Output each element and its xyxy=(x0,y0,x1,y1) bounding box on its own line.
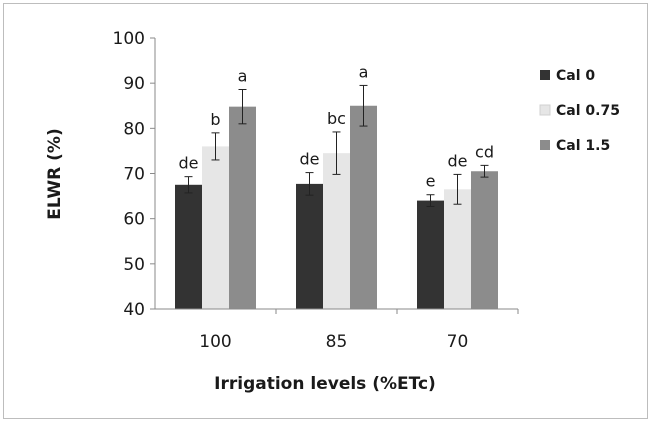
x-category-label: 70 xyxy=(447,332,469,352)
significance-label: bc xyxy=(327,109,346,128)
y-tick-label: 100 xyxy=(113,29,145,49)
bar xyxy=(296,183,323,309)
significance-label: b xyxy=(210,110,220,129)
significance-label: de xyxy=(448,151,468,170)
legend-label: Cal 0.75 xyxy=(556,103,620,119)
legend: Cal 0 Cal 0.75 Cal 1.5 xyxy=(539,68,620,154)
x-axis-title: Irrigation levels (%ETc) xyxy=(214,374,436,394)
significance-label: de xyxy=(300,150,320,169)
bar-series xyxy=(175,105,498,309)
legend-label: Cal 0 xyxy=(556,68,595,84)
y-tick-label: 50 xyxy=(123,255,145,275)
x-category-label: 100 xyxy=(199,332,231,352)
bar xyxy=(417,200,444,309)
y-axis-title: ELWR (%) xyxy=(45,128,65,219)
significance-label: a xyxy=(359,62,369,81)
legend-swatch xyxy=(540,140,550,150)
y-tick-label: 90 xyxy=(123,74,145,94)
bar xyxy=(471,171,498,309)
legend-swatch xyxy=(539,104,551,116)
error-bars xyxy=(184,84,489,207)
y-tick-label: 40 xyxy=(123,300,145,320)
x-axis-categories: 100 85 70 xyxy=(199,309,519,352)
bar xyxy=(202,146,229,309)
significance-label: de xyxy=(179,154,199,173)
legend-label: Cal 1.5 xyxy=(556,138,610,154)
significance-label: a xyxy=(238,66,248,85)
significance-label: cd xyxy=(475,142,494,161)
y-tick-label: 70 xyxy=(123,165,145,185)
y-tick-label: 80 xyxy=(123,119,145,139)
y-axis-ticks: 40 50 60 70 80 90 100 xyxy=(113,29,155,320)
legend-swatch xyxy=(540,70,550,80)
significance-label: e xyxy=(426,172,436,191)
y-tick-label: 60 xyxy=(123,210,145,230)
bar xyxy=(350,105,377,309)
bar xyxy=(175,184,202,309)
bar xyxy=(229,106,256,309)
bar xyxy=(444,189,471,309)
bar xyxy=(323,153,350,309)
x-category-label: 85 xyxy=(326,332,348,352)
